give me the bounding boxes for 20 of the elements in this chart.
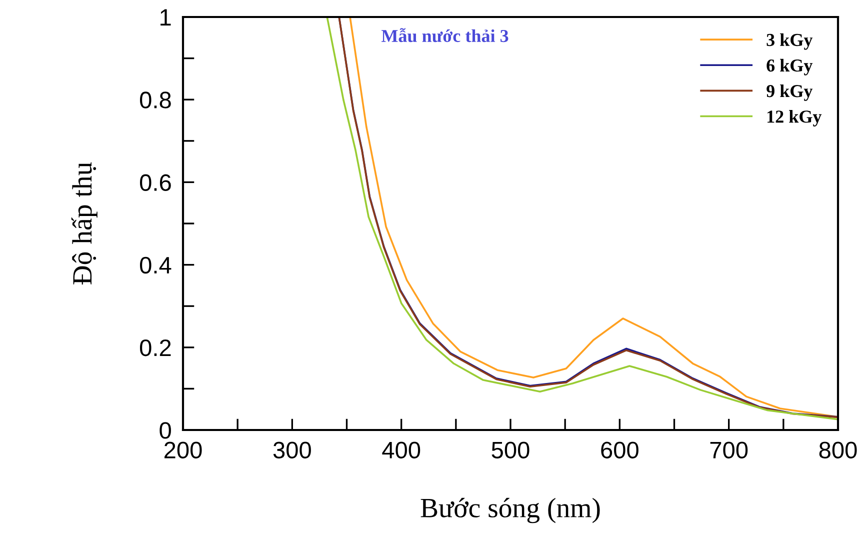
x-tick-label: 400 xyxy=(382,442,420,458)
x-tick-label: 300 xyxy=(273,442,311,458)
text: Mẫu nước thải 3 xyxy=(381,28,508,42)
x-tick-label: 600 xyxy=(601,442,638,458)
y-tick-label: 0.6 xyxy=(140,174,171,191)
x-tick-label: 800 xyxy=(819,442,857,458)
y-tick-label: 0 xyxy=(160,422,171,439)
y-tick-label: 1 xyxy=(160,9,171,26)
x-tick-label: 200 xyxy=(164,442,202,458)
x-axis-title: Bước sóng (nm) xyxy=(420,498,600,524)
legend-label: 3 kGy xyxy=(766,33,813,50)
y-tick-label: 0.4 xyxy=(140,256,172,274)
legend-label: 6 kGy xyxy=(766,58,813,76)
x-tick-label: 700 xyxy=(710,442,748,458)
y-tick-label: 0.2 xyxy=(140,339,171,356)
legend-label: 9 kGy xyxy=(766,84,813,101)
y-axis-title: Độ hấp thụ xyxy=(71,162,98,284)
x-tick-label: 500 xyxy=(492,442,530,458)
legend-label: 12 kGy xyxy=(768,110,822,126)
y-tick-label: 0.8 xyxy=(140,92,171,108)
